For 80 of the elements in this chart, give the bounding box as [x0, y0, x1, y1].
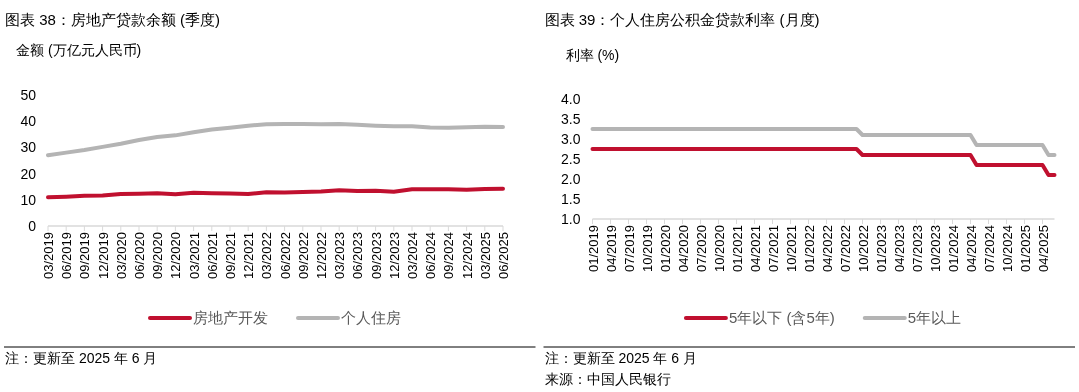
x-tick-label: 03/2022: [259, 232, 275, 279]
x-tick-label: 04/2025: [1035, 225, 1051, 272]
line-series: [46, 186, 505, 200]
x-tick-label: 12/2022: [314, 232, 329, 279]
y-tick-label: 1.5: [561, 191, 581, 207]
legend-label: 个人住房: [341, 309, 401, 326]
x-tick-label: 12/2021: [241, 232, 257, 279]
x-tick-label: 06/2022: [277, 232, 293, 279]
x-tick-label: 09/2019: [77, 232, 93, 279]
x-tick-label: 07/2022: [837, 225, 853, 272]
x-tick-label: 09/2022: [295, 232, 311, 279]
chart-title: 图表 39：个人住房公积金贷款利率 (月度): [544, 11, 820, 28]
line-series: [590, 147, 1057, 177]
x-tick-label: 03/2024: [405, 232, 420, 279]
legend-label: 5年以上: [907, 309, 962, 326]
chart-title: 图表 38：房地产贷款余额 (季度): [5, 11, 221, 28]
x-tick-label: 09/2024: [441, 232, 457, 279]
y-tick-label: 3.5: [561, 111, 581, 127]
x-tick-label: 04/2019: [603, 225, 619, 272]
x-tick-label: 09/2023: [368, 232, 384, 279]
x-tick-label: 12/2019: [95, 232, 111, 279]
x-tick-label: 07/2023: [909, 225, 925, 272]
x-tick-label: 12/2020: [168, 232, 184, 279]
x-tick-label: 03/2025: [477, 232, 493, 279]
x-tick-label: 06/2021: [204, 232, 220, 279]
x-tick-label: 03/2019: [41, 232, 56, 279]
y-tick-label: 1.0: [561, 211, 581, 227]
y-tick-label: 30: [20, 139, 37, 156]
x-tick-label: 06/2019: [59, 232, 75, 279]
x-tick-label: 07/2021: [765, 225, 781, 272]
x-tick-label: 10/2019: [639, 225, 655, 272]
x-tick-label: 01/2023: [873, 225, 889, 272]
y-tick-label: 50: [20, 87, 37, 103]
x-tick-label: 09/2020: [150, 232, 166, 279]
legend-label: 5年以下 (含5年): [728, 309, 835, 326]
x-tick-label: 01/2024: [945, 225, 961, 272]
y-tick-label: 2.0: [561, 171, 581, 187]
x-tick-label: 09/2021: [223, 232, 238, 279]
x-tick-label: 10/2023: [927, 225, 943, 272]
x-tick-label: 04/2024: [963, 225, 979, 272]
x-tick-label: 03/2023: [332, 232, 348, 279]
x-tick-label: 10/2020: [711, 225, 727, 272]
x-tick-label: 06/2020: [132, 232, 147, 279]
y-tick-label: 3.0: [561, 131, 581, 147]
x-tick-label: 06/2025: [496, 232, 511, 279]
x-tick-label: 06/2023: [350, 232, 366, 279]
x-tick-label: 10/2024: [999, 225, 1015, 272]
x-tick-label: 01/2020: [657, 225, 673, 272]
x-tick-label: 01/2019: [585, 225, 601, 272]
text: 注：更新至 2025 年 6 月: [544, 350, 697, 366]
y-tick-label: 4.0: [561, 91, 581, 107]
x-tick-label: 07/2020: [693, 225, 709, 272]
y-tick-label: 40: [20, 113, 37, 130]
x-tick-label: 04/2022: [819, 225, 835, 272]
x-tick-label: 07/2024: [981, 225, 997, 272]
line-series: [590, 127, 1057, 157]
x-tick-label: 10/2021: [783, 225, 799, 272]
y-tick-label: 20: [20, 165, 37, 182]
x-tick-label: 01/2025: [1017, 225, 1033, 272]
x-tick-label: 03/2020: [113, 232, 129, 279]
source-note: 来源：中国人民银行: [544, 371, 671, 387]
x-tick-label: 06/2024: [423, 232, 439, 279]
y-axis-title: 利率 (%): [565, 47, 620, 63]
x-tick-label: 01/2022: [801, 225, 817, 272]
text: 注：更新至 2025 年 6 月: [5, 350, 158, 366]
x-tick-label: 10/2022: [855, 225, 871, 272]
y-tick-label: 2.5: [561, 151, 581, 167]
x-tick-label: 01/2021: [729, 225, 745, 272]
y-tick-label: 10: [20, 191, 37, 208]
y-axis-title: 金额 (万亿元人民币): [16, 42, 142, 58]
x-tick-label: 12/2024: [459, 232, 475, 279]
line-series: [46, 122, 505, 158]
y-tick-label: 0: [28, 218, 37, 234]
legend-label: 房地产开发: [193, 309, 268, 326]
x-tick-label: 12/2023: [386, 232, 402, 279]
x-tick-label: 04/2023: [891, 225, 907, 272]
x-tick-label: 04/2021: [747, 225, 763, 272]
x-tick-label: 04/2020: [675, 225, 691, 272]
x-tick-label: 07/2019: [621, 225, 637, 272]
x-tick-label: 03/2021: [186, 232, 202, 279]
